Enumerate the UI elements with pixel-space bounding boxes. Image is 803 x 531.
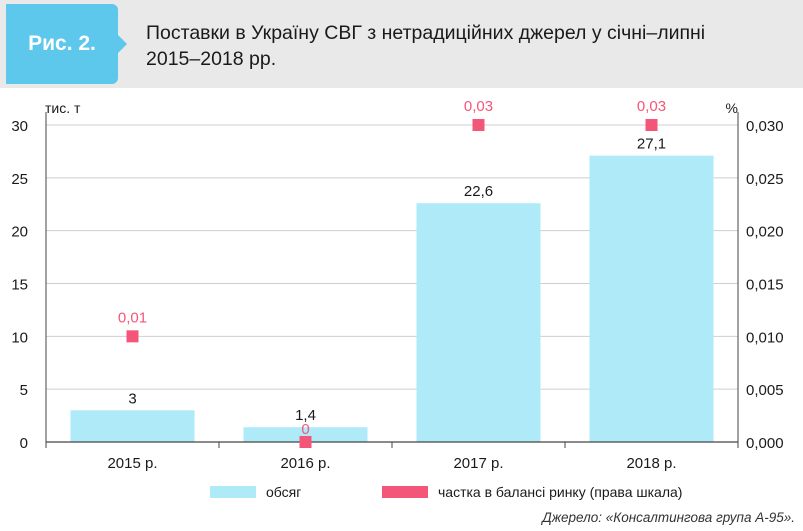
y-right-tick-label: 0,015	[746, 277, 784, 294]
share-value-label: 0,03	[464, 98, 493, 115]
y-left-tick-label: 20	[11, 224, 28, 241]
source-note: Джерело: «Консалтингова група А-95».	[542, 510, 795, 525]
y-right-tick-label: 0,000	[746, 435, 784, 452]
share-marker	[472, 119, 485, 131]
bar-value-label: 3	[128, 390, 136, 407]
bar	[416, 203, 541, 442]
figure-label: Рис. 2.	[28, 32, 96, 55]
figure-badge: Рис. 2.	[6, 4, 127, 84]
y-right-tick-label: 0,030	[746, 118, 784, 135]
bar	[589, 155, 714, 443]
chart-title: Поставки в Україну СВГ з нетрадиційних д…	[146, 20, 786, 72]
legend-label-volume: обсяг	[266, 484, 301, 500]
y-right-tick-label: 0,010	[746, 329, 784, 346]
y-left-unit: тис. т	[45, 100, 81, 116]
bar	[70, 410, 195, 442]
y-left-tick-label: 15	[11, 277, 28, 294]
bar-value-label: 1,4	[295, 407, 316, 424]
x-tick-label: 2017 р.	[453, 455, 503, 472]
x-tick-label: 2015 р.	[107, 455, 157, 472]
bar-value-label: 27,1	[637, 136, 666, 153]
share-marker	[299, 436, 312, 448]
y-left-tick-label: 0	[20, 435, 28, 452]
bar	[243, 427, 368, 442]
y-right-unit: %	[726, 100, 738, 116]
share-marker	[126, 330, 139, 343]
y-left-tick-label: 30	[11, 118, 28, 135]
chart-title-line-2: 2015–2018 рр.	[146, 48, 277, 70]
legend-swatch-volume	[210, 486, 256, 498]
y-right-tick-label: 0,025	[746, 171, 784, 188]
y-left-tick-label: 10	[11, 329, 28, 346]
chart-title-line-1: Поставки в Україну СВГ з нетрадиційних д…	[146, 22, 706, 44]
legend-label-share: частка в балансі ринку (права шкала)	[438, 484, 682, 500]
share-value-label: 0	[301, 421, 309, 438]
share-value-label: 0,01	[118, 309, 147, 326]
y-left-tick-label: 25	[11, 171, 28, 188]
share-value-label: 0,03	[637, 98, 666, 115]
y-left-tick-label: 5	[20, 382, 28, 399]
legend-swatch-share	[382, 486, 428, 498]
y-right-tick-label: 0,005	[746, 382, 784, 399]
y-right-tick-label: 0,020	[746, 224, 784, 241]
x-tick-label: 2016 р.	[280, 455, 330, 472]
bar-value-label: 22,6	[464, 183, 493, 200]
share-marker	[645, 119, 658, 131]
x-tick-label: 2018 р.	[626, 455, 676, 472]
header-bar: Рис. 2. Поставки в Україну СВГ з нетради…	[0, 0, 803, 88]
